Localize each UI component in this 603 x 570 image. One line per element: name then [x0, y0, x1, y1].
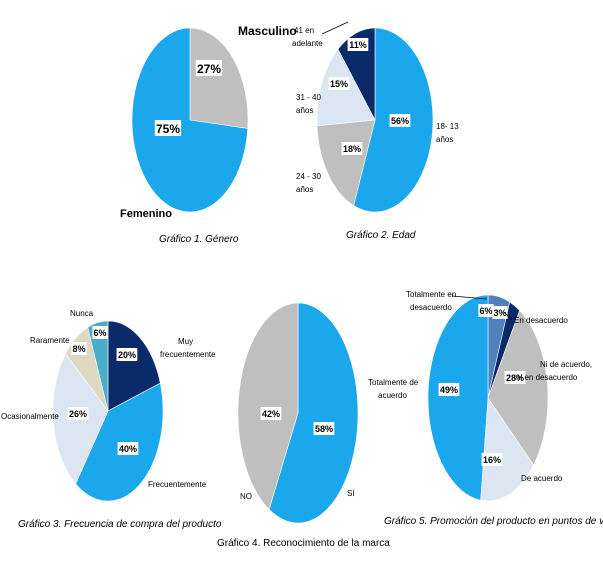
c2-cat-24-line1: 24 - 30 [296, 172, 321, 181]
c3-value-box-1 [117, 442, 139, 455]
c2-value-box-3 [347, 38, 369, 51]
c5-leader-td [451, 295, 488, 300]
c2-value-label-0: 56% [391, 116, 409, 126]
c3-value-box-3 [71, 342, 87, 355]
c1-cat-masculino: Masculino [238, 24, 297, 38]
c5-cat-ed: En desacuerdo [514, 316, 568, 325]
c1-slice-1 [131, 27, 249, 213]
c4-slice-1 [237, 302, 299, 510]
c5-value-box-0 [478, 304, 494, 317]
c4-value-label-0: 58% [315, 424, 333, 434]
c5-cat-td-line1: Totalmente en [406, 290, 456, 299]
c3-value-box-0 [116, 348, 138, 361]
c3-value-label-1: 40% [119, 444, 137, 454]
c2-slice-1 [316, 119, 376, 207]
c2-value-box-1 [341, 142, 363, 155]
c5-value-box-3 [481, 453, 503, 466]
c5-value-label-2: 28% [506, 373, 524, 383]
c2-value-label-2: 15% [330, 79, 348, 89]
c2-cat-41-line2: adelante [292, 39, 323, 48]
c3-value-label-0: 20% [118, 350, 136, 360]
c5-cat-tda-line2: acuerdo [378, 391, 407, 400]
c3-caption: Gráfico 3. Frecuencia de compra del prod… [18, 519, 222, 530]
c1-cat-femenino: Femenino [120, 208, 172, 220]
c1-caption: Gráfico 1. Género [159, 234, 239, 245]
c2-cat-18-line2: años [436, 135, 453, 144]
c3-cat-muy-line1: Muy [178, 337, 193, 346]
c4-value-box-0 [313, 422, 335, 435]
c5-value-label-1: 3% [493, 308, 506, 318]
c4-slice-0 [268, 302, 359, 524]
c2-caption: Gráfico 2. Edad [346, 230, 416, 241]
c2-cat-24-line2: años [296, 185, 313, 194]
c1-value-box-0 [195, 60, 223, 76]
c5-value-box-4 [438, 383, 460, 396]
c2-value-box-0 [389, 114, 411, 127]
c3-value-label-3: 8% [72, 344, 85, 354]
c4-value-label-1: 42% [262, 409, 280, 419]
c5-cat-ni-line2: ni en desacuerdo [516, 373, 578, 382]
c5-value-label-3: 16% [483, 455, 501, 465]
c5-slice-2 [487, 309, 549, 466]
c1-value-label-1: 75% [156, 122, 180, 136]
c5-caption: Gráfico 5. Promoción del producto en pun… [384, 516, 603, 527]
c5-cat-td-line2: desacuerdo [410, 303, 452, 312]
c5-slice-3 [480, 397, 534, 502]
c2-cat-18-line1: 18- 13 [436, 122, 459, 131]
c3-value-label-4: 6% [93, 328, 106, 338]
c3-value-box-2 [67, 407, 89, 420]
c3-slice-4 [87, 320, 109, 412]
c3-slice-0 [107, 320, 161, 412]
c2-value-box-2 [328, 77, 350, 90]
c1-value-label-0: 27% [197, 62, 221, 76]
c5-value-box-1 [492, 306, 508, 319]
c3-cat-frecuentemente: Frecuentemente [148, 480, 207, 489]
c5-cat-ni-line1: Ni de acuerdo, [540, 360, 592, 369]
c1-value-box-1 [154, 120, 182, 136]
c2-value-label-1: 18% [343, 144, 361, 154]
c2-cat-31-line1: 31 - 40 [296, 93, 321, 102]
c3-cat-ocasionalmente: Ocasionalmente [1, 412, 59, 421]
c2-leader-41 [321, 21, 349, 35]
c3-cat-raramente: Raramente [30, 336, 70, 345]
c1-slice-0 [189, 27, 249, 129]
c4-cat-si: SI [347, 489, 355, 498]
c5-value-label-0: 6% [479, 306, 492, 316]
c3-cat-nunca: Nunca [70, 309, 94, 318]
c5-value-label-4: 49% [440, 385, 458, 395]
c2-cat-41-line1: 41 en [294, 26, 314, 35]
c5-value-box-2 [504, 371, 526, 384]
c2-cat-31-line2: años [296, 106, 313, 115]
c5-slice-4 [427, 294, 489, 501]
c5-cat-tda-line1: Totalmente de [368, 378, 419, 387]
c3-cat-muy-line2: frecuentemente [160, 350, 216, 359]
c4-caption: Gráfico 4. Reconocimiento de la marca [217, 538, 390, 549]
c2-value-label-3: 11% [349, 40, 367, 50]
c3-value-label-2: 26% [69, 409, 87, 419]
c3-value-box-4 [92, 326, 108, 339]
c4-cat-no: NO [240, 492, 252, 501]
c4-value-box-1 [260, 407, 282, 420]
c5-leader-ed [503, 311, 513, 321]
c5-cat-da: De acuerdo [521, 474, 563, 483]
